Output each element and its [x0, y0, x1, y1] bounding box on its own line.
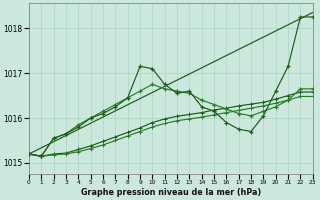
X-axis label: Graphe pression niveau de la mer (hPa): Graphe pression niveau de la mer (hPa) — [81, 188, 261, 197]
